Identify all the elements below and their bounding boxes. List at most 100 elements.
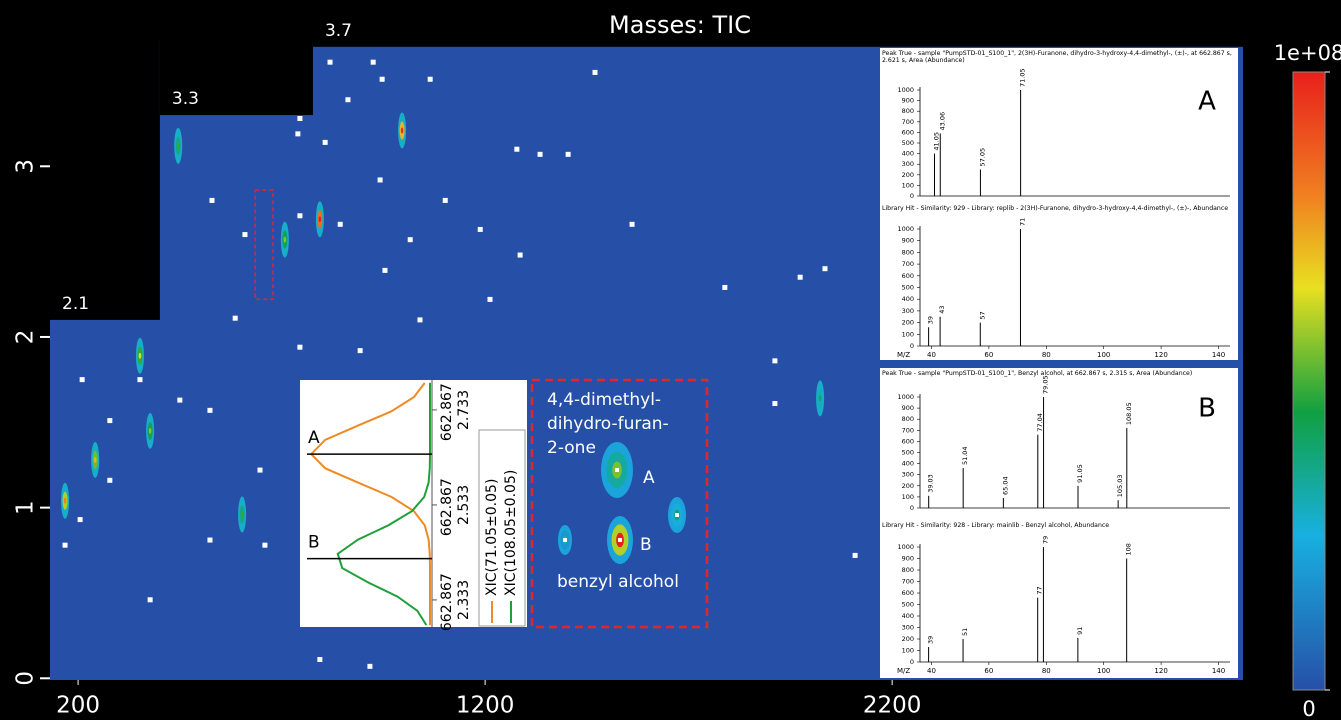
peak-center <box>64 498 67 504</box>
y-tick-label: 100 <box>902 493 914 501</box>
y-tick-label: 200 <box>902 171 914 179</box>
zoom-label: 4,4-dimethyl- <box>547 390 661 410</box>
spot <box>518 253 523 258</box>
y-tick-label: 900 <box>902 555 914 563</box>
peak-label: 91 <box>1076 627 1084 635</box>
tick-line: 662.867 <box>439 379 455 441</box>
peak <box>146 413 154 449</box>
x-tick-label: 60 <box>984 667 993 675</box>
y-tick-label: 200 <box>902 482 914 490</box>
peak-label: 108.05 <box>1125 402 1133 425</box>
peak <box>61 483 69 519</box>
y-tick-label: 0 <box>910 658 914 666</box>
peak-label: 71 <box>1018 218 1026 226</box>
peak-label: 108 <box>1125 543 1133 555</box>
spot <box>207 538 212 543</box>
y-tick-label: 900 <box>902 404 914 412</box>
x-axis-label: M/Z <box>897 667 910 675</box>
spot <box>242 232 247 237</box>
y-tick-label: 500 <box>902 601 914 609</box>
spot <box>358 348 363 353</box>
y-tick-label: 100 <box>902 181 914 189</box>
peak <box>816 380 824 416</box>
spectrum-tag: B <box>1198 394 1216 424</box>
peak-label: 39.03 <box>927 474 935 493</box>
spot <box>382 268 387 273</box>
y-tick-label: 1000 <box>897 225 914 233</box>
spot <box>63 543 68 548</box>
peak-label: 91.05 <box>1076 464 1084 483</box>
spectrum-title: Peak True - sample "PumpSTD-01_S100_1", … <box>882 370 1236 377</box>
x-tick-label: 100 <box>1097 351 1110 359</box>
spot <box>772 358 777 363</box>
x-tick-label: 120 <box>1154 351 1167 359</box>
peak-center <box>94 457 97 463</box>
peak-label: 79 <box>1041 536 1049 544</box>
zoom-label: 2-one <box>547 438 596 458</box>
spot <box>207 408 212 413</box>
y-tick-label: 400 <box>902 150 914 158</box>
spectra-panel <box>880 48 1238 360</box>
y-tick-label: 400 <box>902 460 914 468</box>
xic-marker-label: A <box>308 428 320 448</box>
xic-marker-label: B <box>308 533 320 553</box>
spot <box>371 60 376 65</box>
spot <box>233 316 238 321</box>
y-tick-label: 1000 <box>897 393 914 401</box>
y-tick-label: 500 <box>902 139 914 147</box>
spot <box>722 285 727 290</box>
zoom-label: A <box>643 468 655 488</box>
y-tick-label: 100 <box>902 330 914 338</box>
colorbar-tick-label: 0 <box>1302 697 1315 720</box>
x-tick-label: 120 <box>1154 667 1167 675</box>
peak-center <box>284 237 287 243</box>
peak-label: 43.06 <box>938 112 946 131</box>
spot <box>258 468 263 473</box>
spot <box>338 222 343 227</box>
colorbar-tick-label: 1e+08 <box>1274 41 1341 65</box>
peak-center <box>319 216 322 222</box>
zoom-label: dihydro-furan- <box>547 414 669 434</box>
peak-label: 39 <box>927 316 935 324</box>
spot <box>408 237 413 242</box>
y-tick-label: 3 <box>13 159 39 174</box>
spot <box>380 77 385 82</box>
peak-label: 79.05 <box>1042 375 1050 394</box>
colorbar <box>1293 72 1325 690</box>
y-tick-label: 300 <box>902 624 914 632</box>
y-tick-label: 700 <box>902 578 914 586</box>
step-label: 3.3 <box>172 89 199 109</box>
y-tick-label: 0 <box>13 671 39 686</box>
x-tick-label: 40 <box>927 667 936 675</box>
y-tick-label: 0 <box>910 192 914 200</box>
peak-label: 57.05 <box>978 148 986 167</box>
spot <box>798 275 803 280</box>
y-tick-label: 800 <box>902 248 914 256</box>
peak <box>238 496 246 532</box>
y-tick-label: 200 <box>902 635 914 643</box>
spot <box>148 597 153 602</box>
y-tick-label: 600 <box>902 589 914 597</box>
peak-center <box>139 353 142 359</box>
peak-label: 65.04 <box>1001 476 1009 495</box>
peak-label: 51.04 <box>961 446 969 465</box>
spot <box>367 664 372 669</box>
y-tick-label: 700 <box>902 426 914 434</box>
peak <box>91 442 99 478</box>
peak-center <box>819 395 822 401</box>
step-label: 2.1 <box>62 294 89 314</box>
peak-label: 57 <box>978 311 986 319</box>
spot <box>137 377 142 382</box>
tick-line: 662.867 <box>439 474 455 536</box>
spot <box>107 478 112 483</box>
spot <box>297 116 302 121</box>
step-label: 3.7 <box>325 21 352 41</box>
x-tick-label: 40 <box>927 351 936 359</box>
spectrum-tag: A <box>1198 87 1216 117</box>
x-tick-label: 1200 <box>456 693 515 719</box>
peak-center <box>401 127 404 133</box>
peak-label: 105.03 <box>1116 474 1124 497</box>
x-tick-label: 80 <box>1042 667 1051 675</box>
y-tick-label: 600 <box>902 437 914 445</box>
spot <box>378 177 383 182</box>
